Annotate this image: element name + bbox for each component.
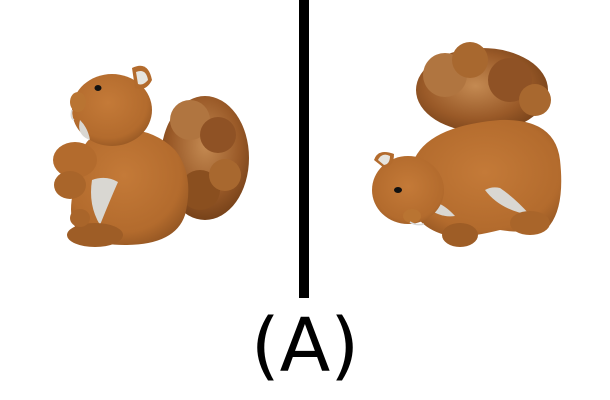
plush-squirrel-rotated-view-icon — [372, 42, 562, 247]
left-squirrel-panel — [40, 40, 270, 270]
vertical-divider — [299, 0, 309, 298]
right-squirrel-panel — [350, 40, 580, 270]
plush-squirrel-side-view-icon — [53, 65, 249, 247]
figure-caption: (A) — [250, 303, 360, 389]
